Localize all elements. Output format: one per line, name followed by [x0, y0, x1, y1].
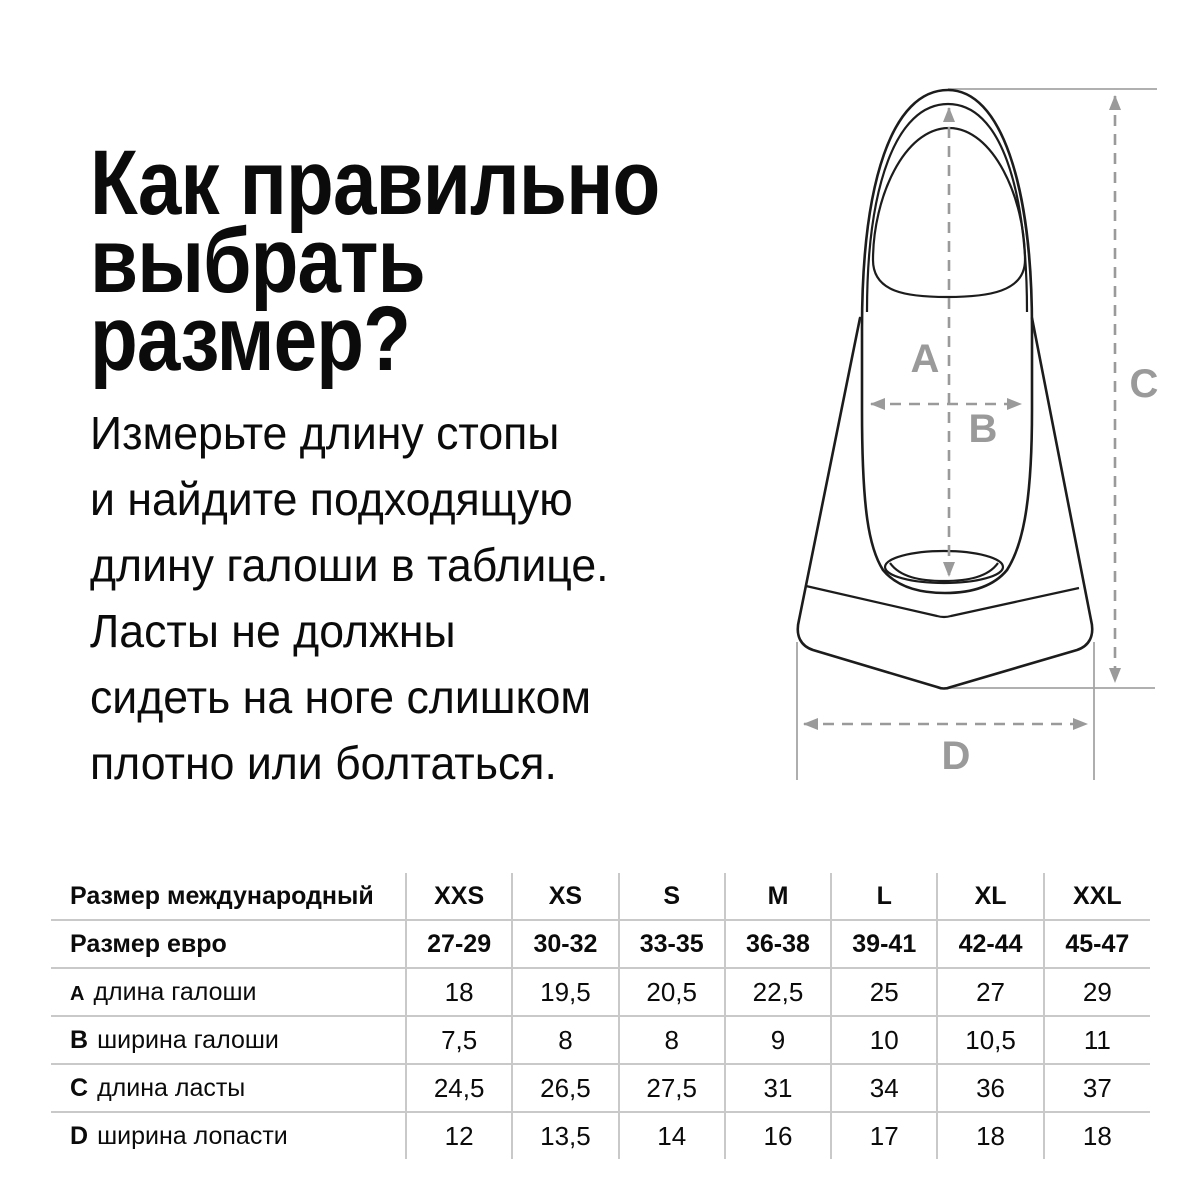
intro-line: Ласты не должны: [90, 605, 456, 657]
table-value-cell: 36: [937, 1063, 1045, 1112]
table-value-cell: 20,5: [618, 967, 726, 1016]
table-value-cell: 27-29: [406, 919, 514, 968]
table-row: Размер международный XXS XS S M L XL XXL: [51, 873, 1150, 920]
intro-line: и найдите подходящую: [90, 473, 573, 525]
fin-blade-outline: [796, 316, 1094, 690]
size-table: Размер международный XXS XS S M L XL XXL Размер …: [51, 873, 1150, 1159]
table-value-cell: 8: [512, 1015, 620, 1064]
intro-line: плотно или болтаться.: [90, 737, 557, 789]
title-line: размер?: [90, 288, 411, 390]
table-value-cell: 12: [406, 1111, 514, 1159]
row-dimension-letter: D: [70, 1121, 89, 1150]
table-value-cell: 24,5: [406, 1063, 514, 1112]
table-value-cell: 14: [618, 1111, 726, 1159]
row-dimension-letter: C: [70, 1073, 89, 1102]
table-value-cell: 39-41: [831, 919, 939, 968]
table-value-cell: 33-35: [618, 919, 726, 968]
table-value-cell: 25: [831, 967, 939, 1016]
table-value-cell: M: [724, 873, 833, 920]
table-value-cell: 18: [1043, 1111, 1150, 1159]
table-value-cell: 34: [831, 1063, 939, 1112]
fin-heel-opening-inner: [889, 562, 999, 583]
table-value-cell: L: [831, 873, 939, 920]
table-value-cell: 8: [618, 1015, 726, 1064]
table-value-cell: 26,5: [512, 1063, 620, 1112]
dimension-c-label: C: [1130, 362, 1159, 406]
dimension-b-label: B: [969, 407, 998, 451]
table-value-cell: 29: [1043, 967, 1150, 1016]
table-value-cell: XXL: [1073, 881, 1122, 910]
table-row: Размер евро 27-29 30-32 33-35 36-38 39-41 42-4…: [51, 919, 1150, 968]
title-line: выбрать: [90, 210, 426, 312]
fin-diagram-svg: A B C D: [796, 88, 1159, 780]
table-value-cell: 17: [831, 1111, 939, 1159]
table-value-cell: XS: [512, 873, 620, 920]
table-value-cell: 45-47: [1043, 919, 1150, 968]
dimension-a-label: A: [911, 337, 940, 381]
table-value-cell: 7,5: [406, 1015, 514, 1064]
table-value-cell: 9: [724, 1015, 833, 1064]
table-value-cell: 18: [406, 967, 514, 1016]
table-value-cell: XL: [937, 873, 1045, 920]
table-value-cell: XXS: [406, 873, 514, 920]
row-dimension-letter: B: [70, 1025, 89, 1054]
table-value-cell: 36-38: [724, 919, 833, 968]
table-value-cell: 22,5: [724, 967, 833, 1016]
fin-diagram: A B C D: [740, 80, 1170, 790]
page-title: Как правильно выбрать размер?: [90, 132, 660, 390]
row-dimension-letter: А: [70, 982, 85, 1005]
table-value-cell: 11: [1043, 1015, 1150, 1064]
intro-text: Измерьте длину стопы и найдите подходящую…: [90, 400, 609, 796]
table-value-cell: 16: [724, 1111, 833, 1159]
fin-pocket-outline: [860, 88, 1034, 595]
table-value-cell: 10: [831, 1015, 939, 1064]
intro-line: Измерьте длину стопы: [90, 407, 560, 459]
row-label-cell: Размер евро: [51, 919, 407, 968]
table-value-cell: 37: [1043, 1063, 1150, 1112]
table-value-cell: S: [618, 873, 726, 920]
table-value-cell: 27,5: [618, 1063, 726, 1112]
fin-blade-band-line: [805, 584, 1080, 619]
title-line: Как правильно: [90, 132, 660, 234]
intro-line: сидеть на ноге слишком: [90, 671, 592, 723]
fin-heel-opening-outer: [883, 549, 1005, 585]
table-value-cell: 31: [724, 1063, 833, 1112]
dimension-d-label: D: [942, 734, 971, 778]
table-value-cell: 27: [937, 967, 1045, 1016]
table-value-cell: 19,5: [512, 967, 620, 1016]
table-value-cell: 13,5: [512, 1111, 620, 1159]
row-label-cell: Размер международный: [51, 873, 407, 920]
table-value-cell: 42-44: [937, 919, 1045, 968]
table-value-cell: 30-32: [512, 919, 620, 968]
intro-line: длину галоши в таблице.: [90, 539, 609, 591]
table-value-cell: 10,5: [937, 1015, 1045, 1064]
table-value-cell: 18: [937, 1111, 1045, 1159]
